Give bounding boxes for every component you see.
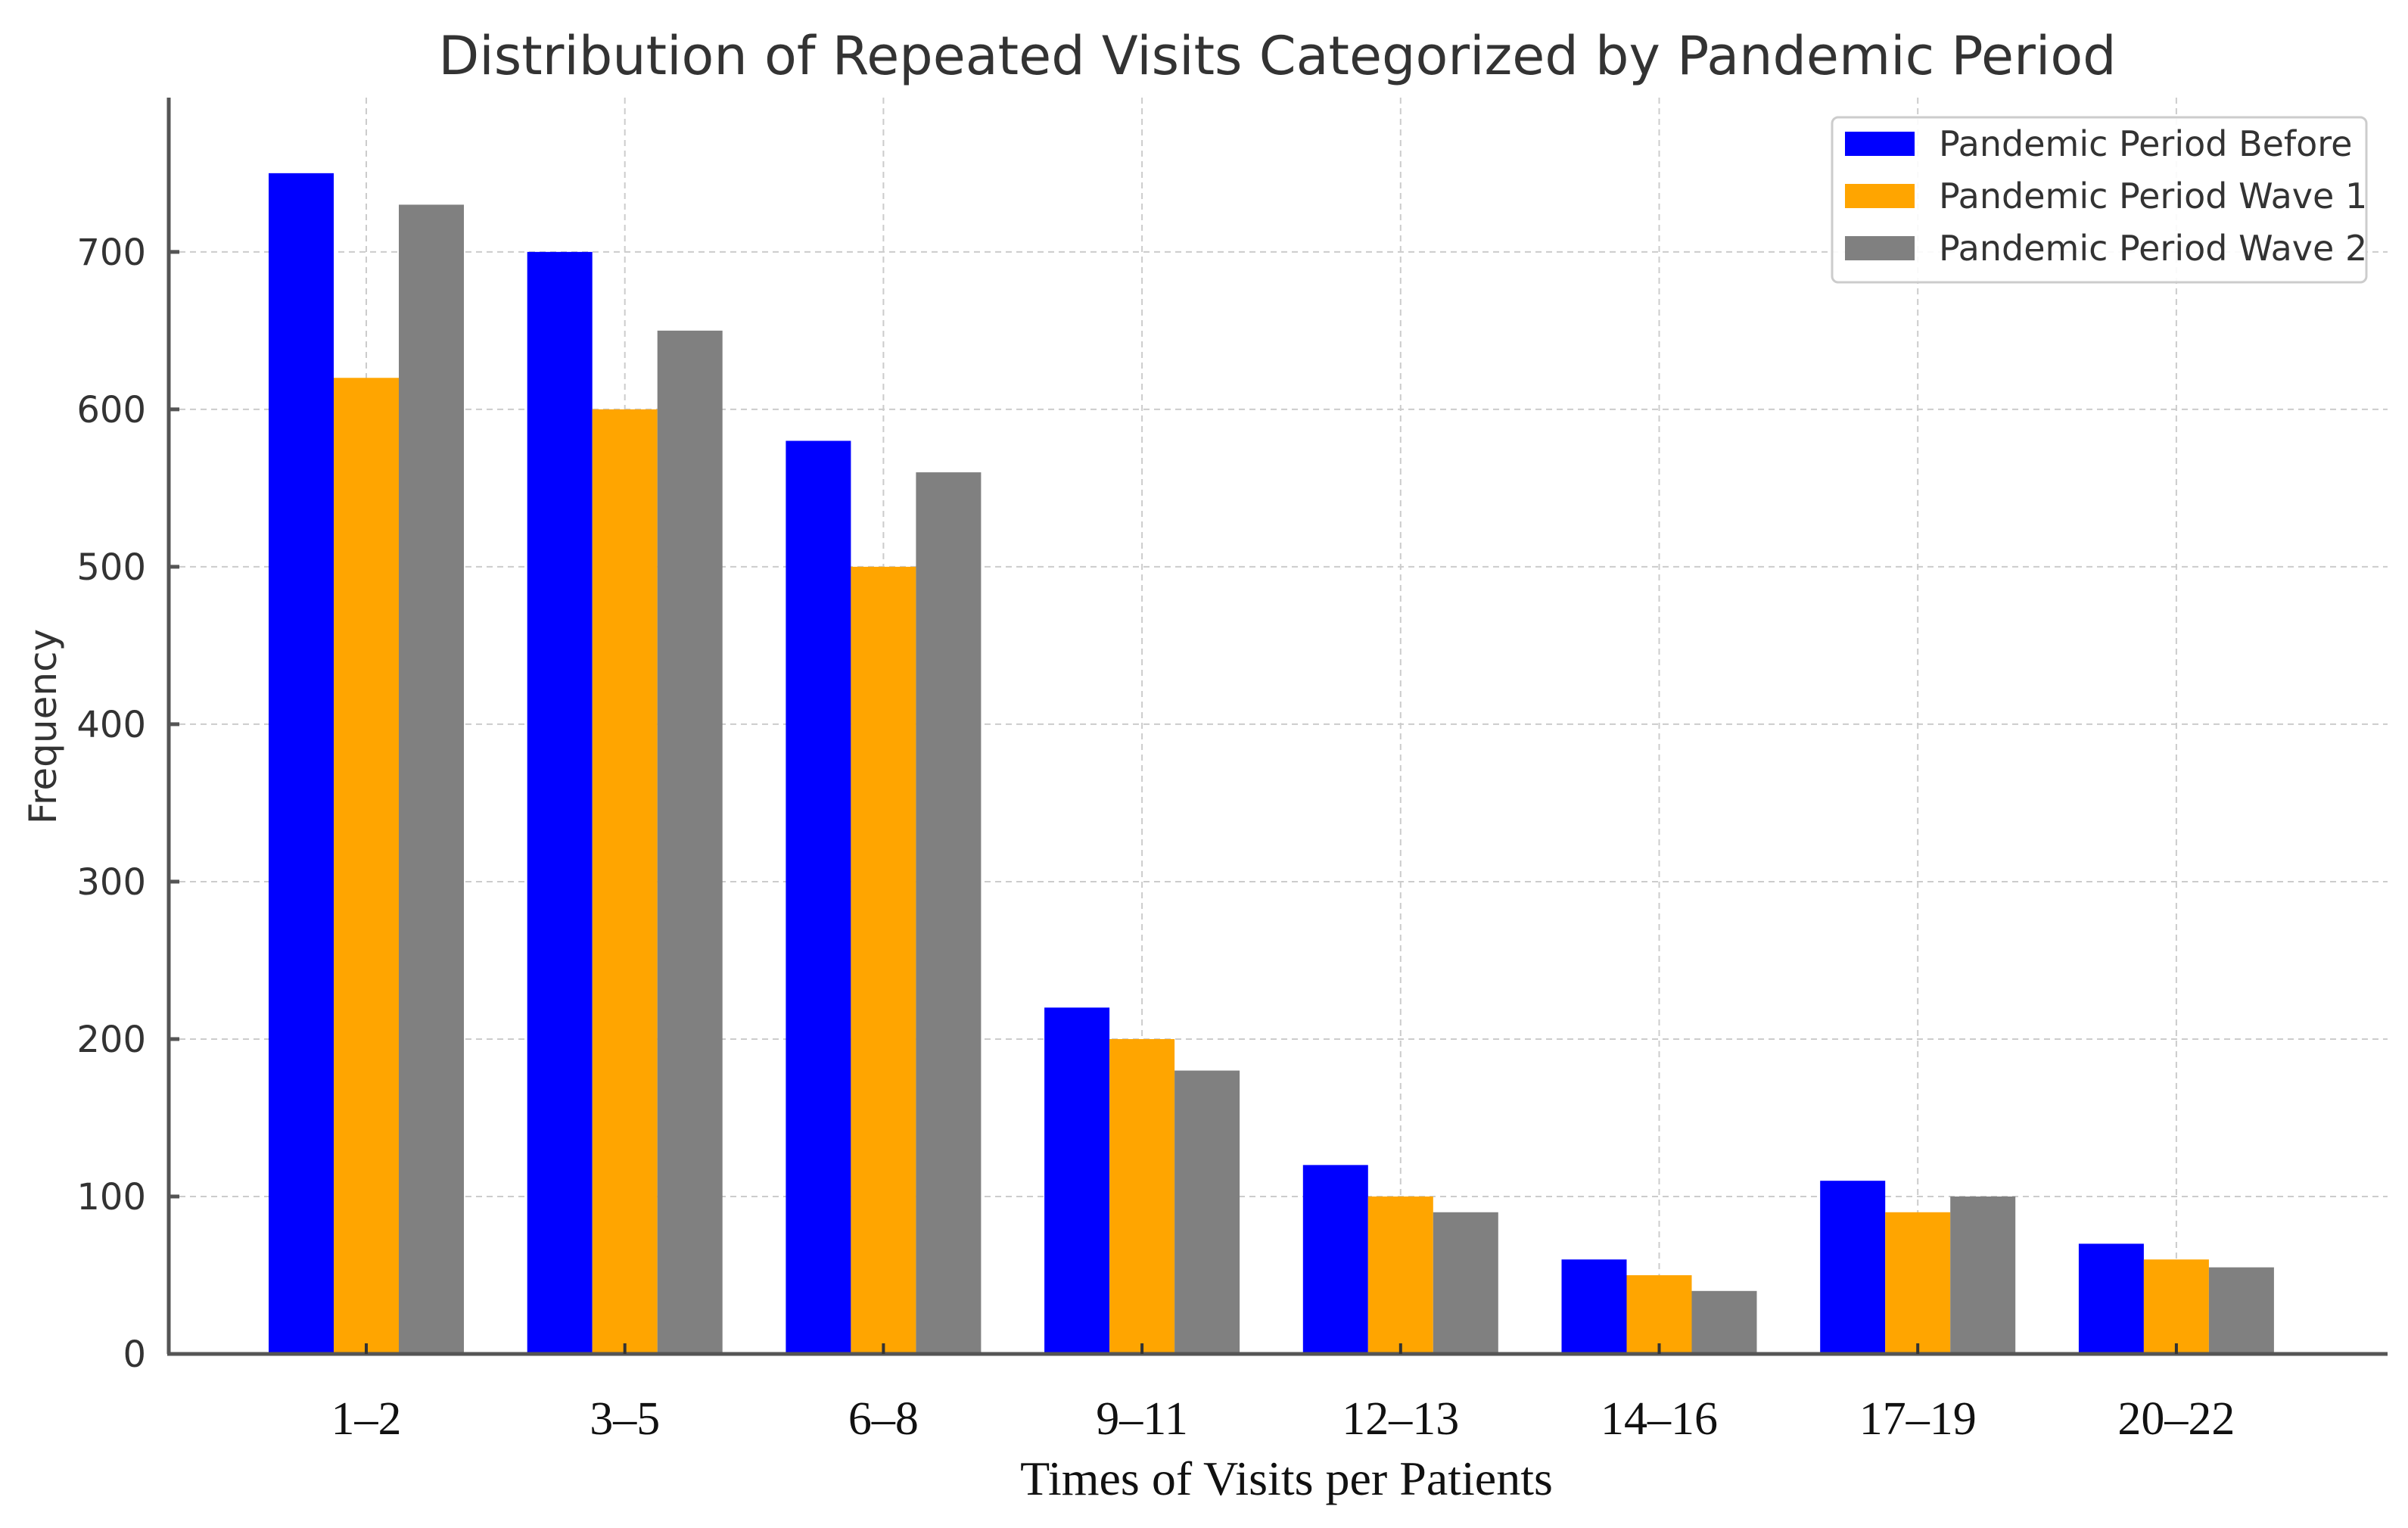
legend: Pandemic Period Before Pandemic Period Wa… <box>1831 116 2368 284</box>
legend-label: Pandemic Period Wave 2 <box>1939 228 2367 269</box>
x-tick-label: 3–5 <box>590 1393 660 1445</box>
x-tick-label: 17–19 <box>1859 1393 1977 1445</box>
bar <box>334 378 399 1355</box>
x-ticks: 1–2 3–5 6–8 9–11 12–13 14–16 17–19 20–22 <box>331 1343 2235 1445</box>
bar <box>786 440 851 1355</box>
bar <box>399 204 464 1355</box>
bar <box>2143 1259 2209 1354</box>
bar <box>527 251 593 1355</box>
bar <box>1950 1196 2016 1354</box>
bar <box>1820 1181 1886 1354</box>
y-tick-label: 700 <box>76 232 146 274</box>
bar <box>1044 1007 1110 1354</box>
x-tick-label: 6–8 <box>848 1393 919 1445</box>
y-tick-label: 100 <box>76 1176 146 1218</box>
y-tick-label: 400 <box>76 704 146 746</box>
bar <box>1691 1290 1757 1354</box>
legend-swatch <box>1845 184 1915 208</box>
legend-label: Pandemic Period Before <box>1939 123 2352 164</box>
legend-label: Pandemic Period Wave 1 <box>1939 176 2367 216</box>
bar <box>1109 1038 1175 1354</box>
x-tick-label: 12–13 <box>1342 1393 1459 1445</box>
bar <box>2078 1243 2144 1354</box>
chart-title: Distribution of Repeated Visits Categori… <box>438 25 2116 87</box>
bar <box>1367 1196 1433 1354</box>
bar <box>1626 1274 1692 1354</box>
y-tick-label: 300 <box>76 861 146 904</box>
legend-swatch <box>1845 132 1915 156</box>
y-axis-label: Frequency <box>21 629 65 824</box>
y-ticks: 0 100 200 300 400 500 600 700 <box>76 232 179 1376</box>
y-tick-label: 0 <box>123 1333 146 1376</box>
y-tick-label: 500 <box>76 546 146 589</box>
x-tick-label: 9–11 <box>1096 1393 1188 1445</box>
bar <box>269 173 334 1355</box>
bar <box>916 472 982 1355</box>
bars <box>269 173 2274 1355</box>
x-tick-label: 14–16 <box>1601 1393 1718 1445</box>
bar <box>851 566 916 1355</box>
bar <box>1561 1259 1627 1354</box>
gridlines <box>169 98 2388 1355</box>
legend-swatch <box>1845 236 1915 260</box>
y-tick-label: 600 <box>76 389 146 431</box>
bar <box>592 409 658 1355</box>
legend-box <box>1831 116 2368 284</box>
bar <box>1433 1212 1498 1354</box>
bar <box>657 330 723 1355</box>
bar <box>2208 1267 2274 1354</box>
y-tick-label: 200 <box>76 1019 146 1061</box>
x-tick-label: 20–22 <box>2117 1393 2235 1445</box>
bar <box>1302 1165 1368 1354</box>
x-axis-label: Times of Visits per Patients <box>1020 1452 1553 1505</box>
bar <box>1174 1070 1240 1354</box>
x-tick-label: 1–2 <box>331 1393 402 1445</box>
bar <box>1885 1212 1951 1354</box>
